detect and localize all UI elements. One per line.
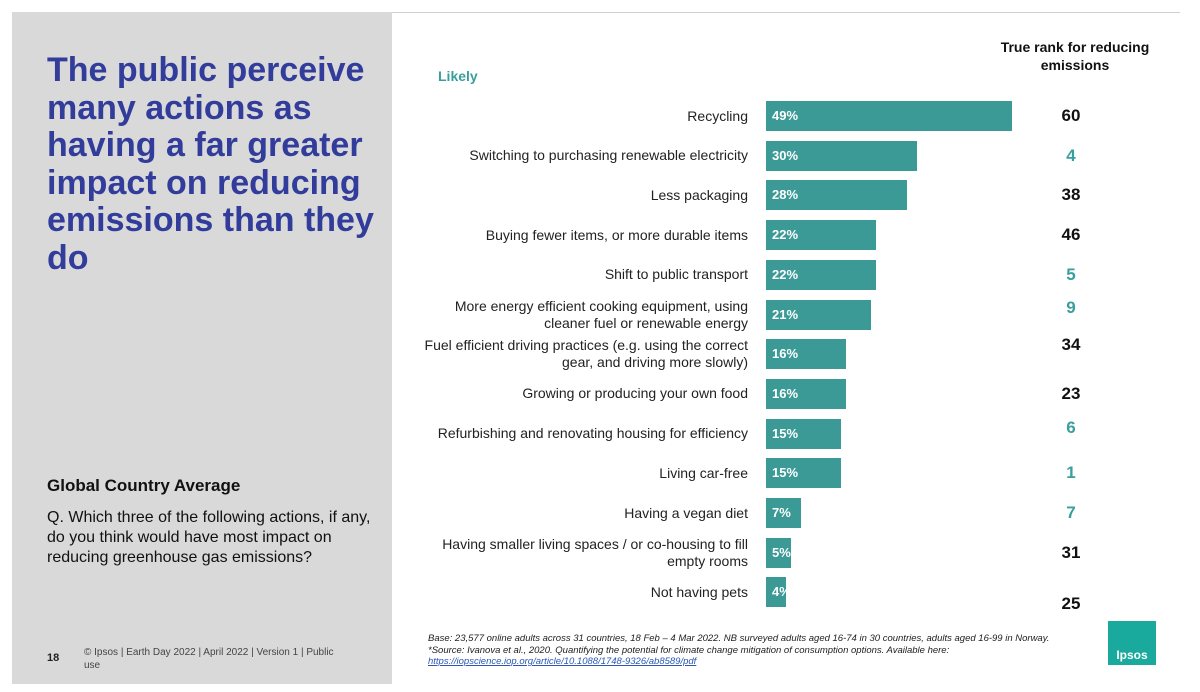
bar <box>766 101 1012 131</box>
bar-value-label: 28% <box>772 187 799 203</box>
category-label: Fuel efficient driving practices (e.g. u… <box>424 337 748 371</box>
true-rank-value: 31 <box>1061 542 1081 562</box>
bar <box>766 458 842 489</box>
bar <box>766 378 847 409</box>
chart-panel <box>392 12 1180 684</box>
bar <box>766 339 847 370</box>
footer-text: © Ipsos | Earth Day 2022 | April 2022 | … <box>84 647 334 671</box>
bar-value-label: 7% <box>772 505 791 520</box>
bar <box>766 180 907 211</box>
bar-value-label: 5% <box>772 544 791 560</box>
survey-question: Q. Which three of the following actions,… <box>47 509 371 566</box>
bar <box>766 418 842 449</box>
true-rank-value: 23 <box>1061 383 1081 403</box>
true-rank-value: 4 <box>1066 145 1076 165</box>
bar <box>766 498 802 528</box>
base-note: Base: 23,577 online adults across 31 cou… <box>428 633 1078 668</box>
category-label: Not having pets <box>650 583 748 600</box>
bar <box>766 537 792 568</box>
section-heading: Global Country Average <box>47 476 241 495</box>
true-rank-value: 1 <box>1066 463 1076 483</box>
slide-title: The public perceive many actions as havi… <box>47 51 374 277</box>
bar-value-label: 15% <box>772 425 799 441</box>
category-label: Recycling <box>687 107 748 124</box>
category-label: More energy efficient cooking equipment,… <box>454 297 748 331</box>
bar <box>766 299 872 330</box>
true-rank-value: 46 <box>1061 225 1081 245</box>
bar <box>766 220 877 251</box>
true-rank-value: 7 <box>1066 503 1076 522</box>
logo-text: Ipsos <box>1116 648 1148 662</box>
true-rank-value: 6 <box>1066 417 1076 437</box>
bar-value-label: 15% <box>772 465 799 481</box>
ipsos-logo: Ipsos <box>1108 621 1156 665</box>
category-label: Shift to public transport <box>604 266 748 283</box>
rank-header: True rank for reducing emissions <box>1000 39 1150 73</box>
bar-value-label: 21% <box>772 306 799 322</box>
bar-value-label: 22% <box>772 227 799 243</box>
category-label: Refurbishing and renovating housing for … <box>437 425 748 442</box>
bar-value-label: 22% <box>772 266 799 282</box>
category-label: Buying fewer items, or more durable item… <box>485 226 748 243</box>
true-rank-value: 5 <box>1066 264 1076 284</box>
category-label: Having a vegan diet <box>624 504 748 521</box>
category-label: Less packaging <box>650 186 748 203</box>
bar-value-label: 16% <box>772 346 799 362</box>
true-rank-value: 9 <box>1066 297 1076 317</box>
true-rank-value: 34 <box>1061 335 1081 355</box>
page-number: 18 <box>47 652 60 664</box>
base-note-text: Base: 23,577 online adults across 31 cou… <box>428 633 1050 656</box>
true-rank-value: 60 <box>1061 106 1081 125</box>
category-label: Having smaller living spaces / or co-hou… <box>442 535 748 569</box>
bar-value-label: 49% <box>772 108 799 123</box>
category-label: Switching to purchasing renewable electr… <box>469 147 748 164</box>
bar <box>766 140 917 171</box>
true-rank-value: 25 <box>1061 594 1081 614</box>
bar <box>766 577 787 608</box>
bar-value-label: 4% <box>772 584 786 600</box>
source-link[interactable]: https://iopscience.iop.org/article/10.10… <box>428 656 697 667</box>
series-label: Likely <box>438 68 478 84</box>
bar-value-label: 30% <box>772 147 799 163</box>
bar-value-label: 16% <box>772 385 799 401</box>
category-label: Growing or producing your own food <box>522 385 748 402</box>
true-rank-value: 38 <box>1061 185 1081 205</box>
left-panel <box>12 12 392 684</box>
bar <box>766 259 877 290</box>
category-label: Living car-free <box>659 464 748 481</box>
